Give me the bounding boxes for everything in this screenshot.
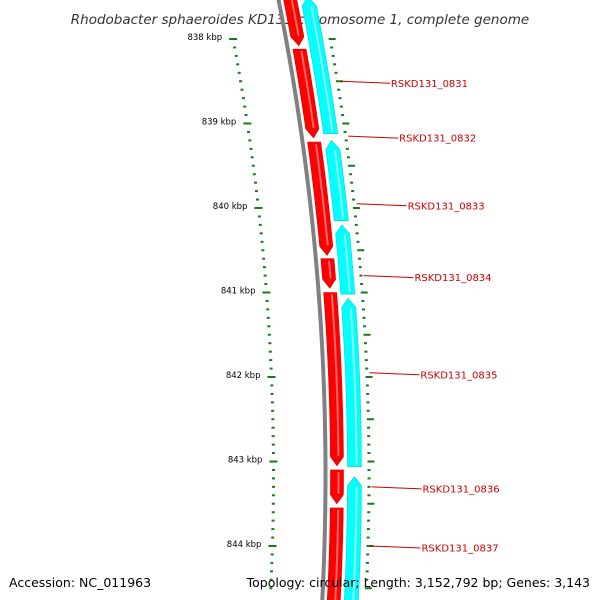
- forward-gene-highlight: [290, 0, 300, 36]
- tick-label: 841 kbp: [221, 287, 256, 297]
- gene-leader-line: [339, 80, 390, 84]
- gene-leader-line: [369, 372, 420, 376]
- reverse-gene-feature: [335, 224, 356, 295]
- forward-gene-feature: [283, 0, 305, 47]
- forward-gene-highlight: [328, 260, 332, 279]
- gene-label-group: RSKD131_0834: [363, 273, 492, 284]
- gene-leader-line: [363, 275, 414, 279]
- reverse-strand-track: [301, 0, 362, 600]
- major-tick-track: 838 kbp 839 kbp 840 kbp 841 kbp 842 kbp 843 k…: [187, 33, 278, 550]
- tick-label: 839 kbp: [202, 118, 237, 128]
- gene-leader-line: [371, 486, 422, 490]
- gene-label: RSKD131_0832: [399, 134, 476, 145]
- gene-label: RSKD131_0831: [391, 79, 468, 90]
- reverse-gene-arrow: [301, 0, 339, 134]
- forward-gene-arrow: [326, 507, 344, 600]
- reverse-gene-arrow: [325, 139, 349, 221]
- forward-gene-highlight: [330, 294, 340, 456]
- forward-gene-arrow: [320, 258, 336, 289]
- backbone-line: [276, 0, 328, 600]
- forward-gene-feature: [320, 258, 336, 289]
- gene-label-track: RSKD131_0831 RSKD131_0832 RSKD131_0833 RSKD…: [339, 79, 500, 555]
- genome-summary-label: Topology: circular; Length: 3,152,792 bp…: [246, 575, 590, 590]
- gene-label-group: RSKD131_0836: [371, 484, 500, 495]
- gene-label-group: RSKD131_0833: [356, 201, 485, 212]
- forward-gene-feature: [326, 507, 344, 600]
- gene-label-group: RSKD131_0832: [348, 134, 476, 145]
- forward-gene-highlight: [300, 50, 315, 129]
- reverse-gene-feature: [341, 297, 362, 467]
- gene-leader-line: [370, 545, 421, 549]
- reverse-gene-arrow: [335, 224, 356, 295]
- forward-gene-highlight: [334, 509, 340, 600]
- reverse-gene-highlight: [333, 150, 345, 219]
- tick-label: 838 kbp: [187, 33, 222, 43]
- reverse-gene-highlight: [352, 486, 358, 600]
- forward-gene-feature: [307, 141, 334, 256]
- forward-gene-feature: [292, 48, 320, 139]
- forward-gene-arrow: [330, 469, 344, 505]
- gene-label: RSKD131_0837: [421, 544, 498, 555]
- tick-label: 843 kbp: [228, 456, 263, 466]
- reverse-gene-highlight: [343, 234, 351, 293]
- reverse-gene-feature: [301, 0, 339, 134]
- reverse-gene-feature: [344, 476, 362, 600]
- reverse-gene-highlight: [310, 6, 334, 132]
- gene-label-group: RSKD131_0837: [370, 544, 499, 555]
- gene-label: RSKD131_0835: [420, 370, 497, 381]
- tick-label: 842 kbp: [226, 371, 261, 381]
- forward-gene-feature: [330, 469, 344, 505]
- genome-backbone: [276, 0, 328, 600]
- gene-leader-line: [356, 203, 407, 207]
- reverse-gene-feature: [325, 139, 349, 221]
- forward-gene-feature: [323, 292, 344, 467]
- gene-label-group: RSKD131_0835: [369, 370, 497, 381]
- gene-label: RSKD131_0836: [422, 484, 499, 495]
- accession-label: Accession: NC_011963: [9, 575, 151, 590]
- tick-label: 840 kbp: [213, 202, 248, 212]
- reverse-gene-highlight: [349, 308, 358, 465]
- minor-tick-track: [233, 38, 375, 590]
- forward-gene-highlight: [314, 143, 329, 246]
- gene-label-group: RSKD131_0831: [339, 79, 468, 90]
- gene-leader-line: [348, 135, 399, 139]
- tick-label: 844 kbp: [227, 540, 262, 550]
- gene-label: RSKD131_0834: [414, 273, 491, 284]
- gene-label: RSKD131_0833: [408, 201, 485, 212]
- forward-strand-track: [283, 0, 344, 600]
